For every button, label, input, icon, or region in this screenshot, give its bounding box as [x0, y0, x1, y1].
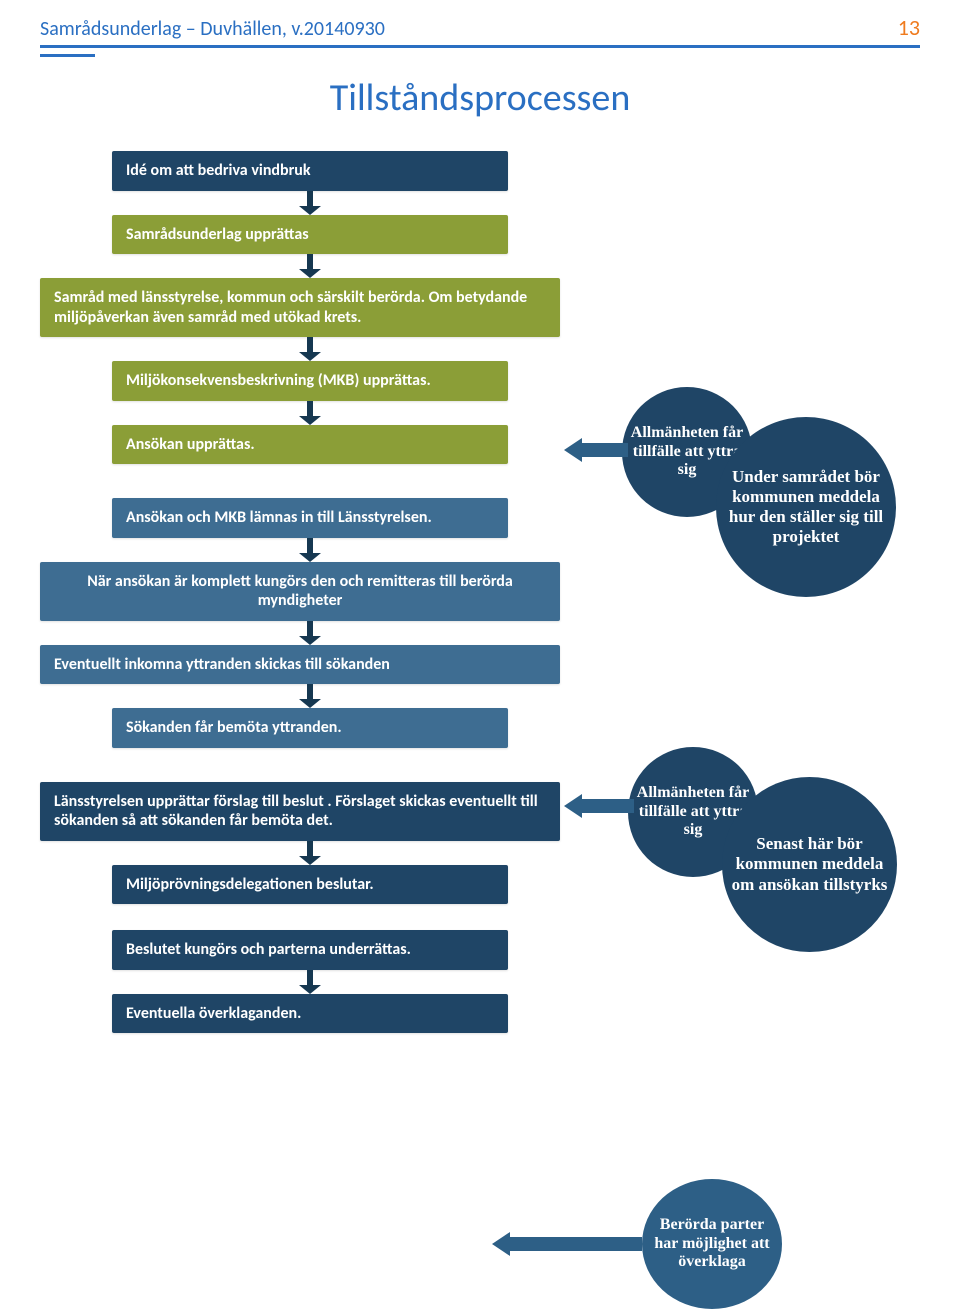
step-box: Miljökonsekvensbeskrivning (MKB) upprätt…	[112, 361, 508, 401]
step-box: Idé om att bedriva vindbruk	[112, 151, 508, 191]
down-arrow	[112, 684, 508, 708]
step-box: Samrådsunderlag upprättas	[112, 215, 508, 255]
step-box: Beslutet kungörs och parterna underrätta…	[112, 930, 508, 970]
step-box: Eventuella överklaganden.	[112, 994, 508, 1034]
flowchart: Idé om att bedriva vindbruk Samrådsunder…	[40, 151, 920, 1033]
down-arrow	[112, 841, 508, 865]
step-box: Länsstyrelsen upprättar förslag till bes…	[40, 782, 560, 841]
bubble-text: Senast här bör kommunen meddela om ansök…	[722, 834, 897, 894]
bubble-text: Under samrådet bör kommunen meddela hur …	[716, 467, 896, 547]
step-box: Eventuellt inkomna yttranden skickas til…	[40, 645, 560, 685]
page-number: 13	[898, 14, 920, 41]
step-box: Ansökan upprättas.	[112, 425, 508, 465]
bubble-text: Berörda parter har möjlighet att överkla…	[642, 1216, 782, 1273]
down-arrow	[112, 970, 508, 994]
flow-column: Idé om att bedriva vindbruk Samrådsunder…	[40, 151, 560, 1033]
down-arrow	[112, 401, 508, 425]
step-box: Sökanden får bemöta yttranden.	[112, 708, 508, 748]
down-arrow	[112, 254, 508, 278]
step-box: Ansökan och MKB lämnas in till Länsstyre…	[112, 498, 508, 538]
left-arrow	[564, 799, 634, 813]
down-arrow	[112, 191, 508, 215]
down-arrow	[112, 621, 508, 645]
annotation-bubble: Senast här bör kommunen meddela om ansök…	[722, 777, 897, 952]
step-box: När ansökan är komplett kungörs den och …	[40, 562, 560, 621]
step-box: Miljöprövningsdelegationen beslutar.	[112, 865, 508, 905]
step-box: Samråd med länsstyrelse, kommun och särs…	[40, 278, 560, 337]
down-arrow	[112, 538, 508, 562]
left-arrow	[492, 1237, 642, 1251]
doc-title: Samrådsunderlag – Duvhällen, v.20140930	[40, 17, 385, 41]
page-title: Tillståndsprocessen	[40, 75, 920, 121]
header-rule	[40, 45, 920, 48]
annotation-bubble: Berörda parter har möjlighet att överkla…	[642, 1179, 782, 1309]
left-arrow	[564, 443, 628, 457]
down-arrow	[112, 337, 508, 361]
annotation-bubble: Under samrådet bör kommunen meddela hur …	[716, 417, 896, 597]
header-rule-accent	[40, 54, 95, 57]
